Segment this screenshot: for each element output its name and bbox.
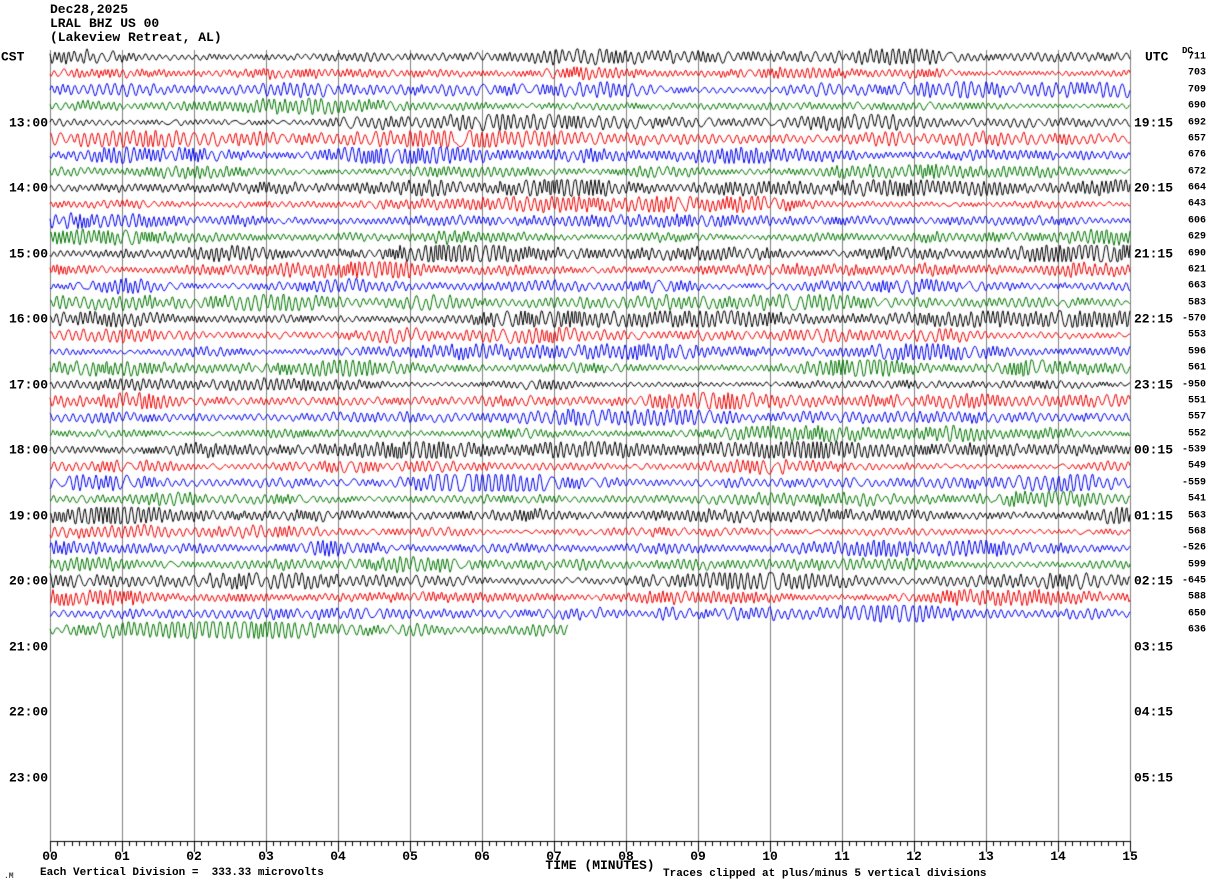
- x-tick-label: 01: [114, 849, 130, 864]
- dc-value: 551: [1187, 395, 1206, 407]
- cst-hour-label: 17:00: [8, 377, 48, 392]
- x-tick-label: 00: [42, 849, 58, 864]
- dc-value: 690: [1187, 248, 1206, 259]
- x-tick-label: 15: [1122, 849, 1138, 864]
- dc-value: 636: [1187, 624, 1206, 636]
- x-tick-label: 02: [186, 849, 202, 864]
- station-code: LRAL BHZ US 00: [50, 16, 160, 31]
- cst-hour-label: 22:00: [8, 704, 48, 720]
- clip-note: Traces clipped at plus/minus 5 vertical …: [663, 868, 987, 880]
- utc-hour-label: 22:15: [1134, 311, 1174, 327]
- x-tick-label: 13: [978, 849, 994, 864]
- x-tick-label: 04: [330, 849, 346, 864]
- dc-value: 553: [1187, 329, 1206, 341]
- x-tick-label: 09: [690, 849, 706, 864]
- dc-value: 629: [1187, 231, 1206, 243]
- dc-value: 568: [1187, 526, 1206, 538]
- utc-hour-label: 04:15: [1134, 704, 1174, 720]
- dc-value: 663: [1187, 280, 1206, 292]
- dc-value: 650: [1187, 608, 1206, 620]
- dc-value: 703: [1187, 67, 1206, 79]
- dc-value: -526: [1181, 542, 1206, 554]
- cst-hour-label: 13:00: [8, 115, 48, 130]
- cst-hour-label: 23:00: [8, 770, 48, 785]
- x-axis-title: TIME (MINUTES): [545, 858, 655, 873]
- dc-value: 606: [1187, 215, 1206, 227]
- cst-hour-label: 16:00: [8, 311, 48, 327]
- dc-value: 657: [1187, 133, 1206, 145]
- dc-value: 709: [1187, 84, 1206, 96]
- utc-hour-label: 03:15: [1134, 639, 1174, 654]
- cst-hour-label: 20:00: [8, 573, 48, 589]
- title-date: Dec28,2025: [50, 2, 129, 17]
- utc-hour-label: 20:15: [1134, 180, 1174, 196]
- dc-value: 643: [1187, 198, 1206, 210]
- cst-hour-label: 18:00: [8, 442, 48, 458]
- dc-value: 596: [1187, 346, 1206, 358]
- utc-hour-label: 23:15: [1134, 377, 1174, 392]
- dc-value: 621: [1187, 264, 1206, 276]
- dc-value: 563: [1187, 510, 1206, 521]
- dc-value: 549: [1187, 460, 1206, 472]
- x-tick-label: 05: [402, 849, 418, 864]
- x-tick-label: 12: [906, 849, 922, 864]
- dc-value: 711: [1187, 51, 1206, 63]
- dc-value: -645: [1181, 575, 1206, 587]
- dc-value: 599: [1187, 559, 1206, 571]
- utc-hour-label: 19:15: [1134, 115, 1174, 130]
- utc-hour-label: 05:15: [1134, 770, 1174, 785]
- x-tick-label: 11: [834, 849, 850, 864]
- corner-mark: .M: [4, 872, 14, 881]
- dc-value: -559: [1181, 477, 1206, 489]
- utc-hour-label: 00:15: [1134, 442, 1174, 458]
- dc-value: -539: [1181, 444, 1206, 456]
- utc-hour-label: 02:15: [1134, 573, 1174, 589]
- cst-hour-label: 14:00: [8, 180, 48, 196]
- utc-hour-label: 01:15: [1134, 508, 1174, 523]
- dc-value: 692: [1187, 117, 1206, 128]
- scale-note: Each Vertical Division = 333.33 microvol…: [40, 867, 324, 879]
- dc-value: 557: [1187, 411, 1206, 423]
- dc-value: 672: [1187, 166, 1206, 178]
- dc-value: 541: [1187, 493, 1206, 505]
- cst-hour-label: 15:00: [8, 246, 48, 261]
- cst-hour-label: 21:00: [8, 639, 48, 654]
- dc-value: 676: [1187, 149, 1206, 161]
- cst-hour-label: 19:00: [8, 508, 48, 523]
- dc-value: 664: [1187, 182, 1206, 194]
- dc-value: 588: [1187, 591, 1206, 603]
- utc-hour-label: 21:15: [1134, 246, 1174, 261]
- x-tick-label: 08: [618, 849, 634, 864]
- x-tick-label: 07: [546, 849, 562, 864]
- right-axis-header: UTC: [1145, 49, 1169, 65]
- dc-column-header: DC: [1182, 46, 1193, 56]
- x-tick-label: 10: [762, 849, 778, 864]
- dc-value: 583: [1187, 297, 1206, 309]
- station-location: (Lakeview Retreat, AL): [50, 30, 222, 45]
- x-tick-label: 03: [258, 849, 274, 864]
- dc-value: 552: [1187, 428, 1206, 440]
- x-tick-label: 14: [1050, 849, 1066, 864]
- left-axis-header: CST: [1, 49, 25, 65]
- dc-value: -950: [1181, 379, 1206, 390]
- x-tick-label: 06: [474, 849, 490, 864]
- dc-value: 561: [1187, 362, 1206, 374]
- dc-value: -570: [1181, 313, 1206, 325]
- dc-value: 690: [1187, 100, 1206, 112]
